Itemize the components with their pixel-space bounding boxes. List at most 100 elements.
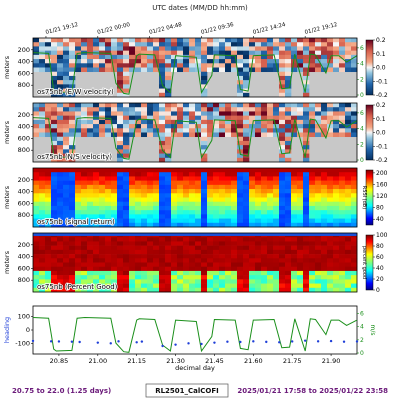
- heatmap-cell: [213, 218, 220, 224]
- heatmap-cell: [285, 279, 292, 284]
- heatmap-cell: [45, 189, 52, 194]
- heatmap-cell: [249, 258, 256, 263]
- heatmap-cell: [57, 283, 64, 289]
- heatmap-cell: [171, 103, 178, 108]
- heatmap-cell: [51, 254, 58, 259]
- heatmap-cell: [57, 124, 64, 129]
- heatmap-cell: [159, 63, 166, 68]
- heatmap-cell: [99, 180, 106, 186]
- heatmap-cell: [291, 266, 298, 272]
- heatmap-cell: [63, 54, 70, 60]
- heatmap-cell: [243, 92, 250, 98]
- heatmap-cell: [279, 193, 286, 198]
- heatmap-cell: [33, 59, 40, 64]
- colorbar-tick-label: 100: [376, 232, 388, 239]
- heatmap-cell: [165, 270, 172, 276]
- heatmap-cell: [39, 279, 46, 284]
- heatmap-cell: [111, 205, 118, 211]
- heatmap-cell: [129, 54, 136, 60]
- heatmap-cell: [69, 54, 76, 60]
- heatmap-cell: [123, 279, 130, 284]
- y-tick-label: 200: [18, 176, 30, 184]
- heatmap-cell: [243, 140, 250, 146]
- heatmap-cell: [165, 132, 172, 138]
- heatmap-cell: [285, 218, 292, 224]
- heatmap-cell: [225, 54, 232, 60]
- heatmap-cell: [159, 222, 166, 228]
- heatmap-cell: [195, 222, 202, 228]
- heatmap-cell: [225, 254, 232, 259]
- heatmap-cell: [117, 103, 124, 108]
- heatmap-cell: [135, 218, 142, 224]
- heatmap-cell: [243, 189, 250, 194]
- heatmap-cell: [345, 258, 352, 263]
- heatmap-cell: [69, 157, 76, 163]
- heatmap-cell: [207, 172, 214, 177]
- heatmap-cell: [303, 50, 310, 56]
- heatmap-cell: [243, 63, 250, 68]
- heatmap-cell: [201, 262, 208, 268]
- colorbar-tick-label: 40: [376, 216, 384, 223]
- heatmap-cell: [93, 197, 100, 203]
- heatmap-cell: [45, 222, 52, 228]
- heatmap-cell: [309, 46, 316, 51]
- heatmap-cell: [303, 180, 310, 186]
- heatmap-cell: [123, 262, 130, 268]
- heatmap-cell: [159, 46, 166, 51]
- heatmap-cell: [255, 180, 262, 186]
- heatmap-cell: [183, 124, 190, 129]
- heatmap-cell: [243, 241, 250, 246]
- heatmap-cell: [279, 71, 286, 77]
- heatmap-cell: [33, 103, 40, 108]
- heatmap-cell: [321, 38, 328, 43]
- heatmap-cell: [165, 168, 172, 173]
- heatmap-cell: [267, 46, 274, 51]
- heatmap-cell: [345, 241, 352, 246]
- heatmap-cell: [189, 107, 196, 112]
- heatmap-cell: [321, 180, 328, 186]
- heatmap-cell: [93, 59, 100, 64]
- heatmap-cell: [219, 115, 226, 121]
- heatmap-cell: [171, 172, 178, 177]
- heatmap-cell: [237, 103, 244, 108]
- heatmap-cell: [327, 63, 334, 68]
- heatmap-cell: [231, 184, 238, 190]
- heatmap-cell: [237, 266, 244, 272]
- heatmap-cell: [303, 71, 310, 77]
- heatmap-cell: [231, 124, 238, 129]
- heatmap-cell: [111, 103, 118, 108]
- heatmap-cell: [333, 63, 340, 68]
- heatmap-cell: [291, 168, 298, 173]
- heatmap-cell: [291, 42, 298, 47]
- heading-point: [265, 340, 268, 344]
- heatmap-cell: [183, 38, 190, 43]
- heatmap-cell: [105, 222, 112, 228]
- heatmap-cell: [159, 38, 166, 43]
- heatmap-cell: [219, 128, 226, 133]
- heatmap-cell: [141, 180, 148, 186]
- heatmap-cell: [105, 59, 112, 64]
- heatmap-cell: [273, 283, 280, 289]
- heatmap-cell: [297, 111, 304, 116]
- heatmap-cell: [273, 197, 280, 203]
- heatmap-cell: [201, 88, 208, 94]
- heatmap-cell: [231, 168, 238, 173]
- heatmap-cell: [249, 111, 256, 116]
- heatmap-cell: [213, 193, 220, 198]
- heatmap-cell: [105, 279, 112, 284]
- heatmap-cell: [117, 145, 124, 150]
- heatmap-cell: [309, 67, 316, 73]
- heatmap-cell: [255, 197, 262, 203]
- heatmap-cell: [171, 124, 178, 129]
- heatmap-cell: [189, 180, 196, 186]
- heatmap-cell: [147, 214, 154, 219]
- heatmap-cell: [63, 210, 70, 215]
- heatmap-cell: [231, 266, 238, 272]
- heatmap-cell: [57, 63, 64, 68]
- heatmap-cell: [69, 71, 76, 77]
- heatmap-cell: [183, 50, 190, 56]
- heatmap-cell: [105, 128, 112, 133]
- heatmap-cell: [297, 168, 304, 173]
- heatmap-cell: [165, 38, 172, 43]
